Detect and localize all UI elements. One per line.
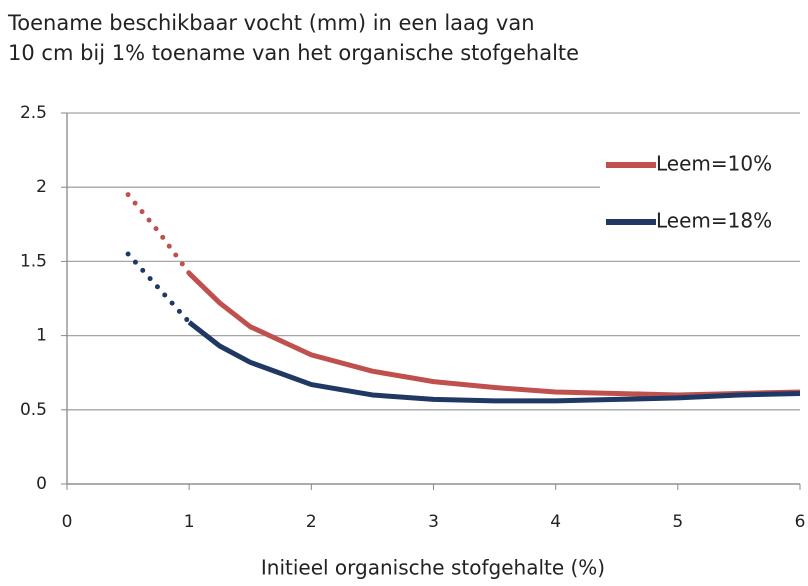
y-tick-label: 2.5 [20, 103, 47, 123]
x-axis-title: Initieel organische stofgehalte (%) [261, 556, 605, 580]
legend-background [600, 135, 805, 255]
x-tick-label: 0 [62, 512, 73, 532]
y-tick-label: 1 [36, 326, 47, 346]
x-tick-label: 3 [428, 512, 439, 532]
chart-title: 10 cm bij 1% toename van het organische … [8, 41, 579, 65]
series-line-dotted [125, 251, 192, 325]
series-line-solid [187, 271, 801, 398]
x-tick-label: 4 [550, 512, 561, 532]
x-tick-label: 1 [184, 512, 195, 532]
legend-label: Leem=18% [656, 209, 772, 233]
chart-title: Toename beschikbaar vocht (mm) in een la… [7, 11, 535, 35]
x-tick-label: 5 [672, 512, 683, 532]
y-tick-label: 0.5 [20, 400, 47, 420]
y-tick-label: 0 [36, 474, 47, 494]
y-tick-label: 2 [36, 177, 47, 197]
legend-label: Leem=10% [656, 152, 772, 176]
x-tick-label: 2 [306, 512, 317, 532]
y-tick-label: 1.5 [20, 251, 47, 271]
series-line-solid [187, 320, 801, 404]
x-tick-label: 6 [795, 512, 806, 532]
